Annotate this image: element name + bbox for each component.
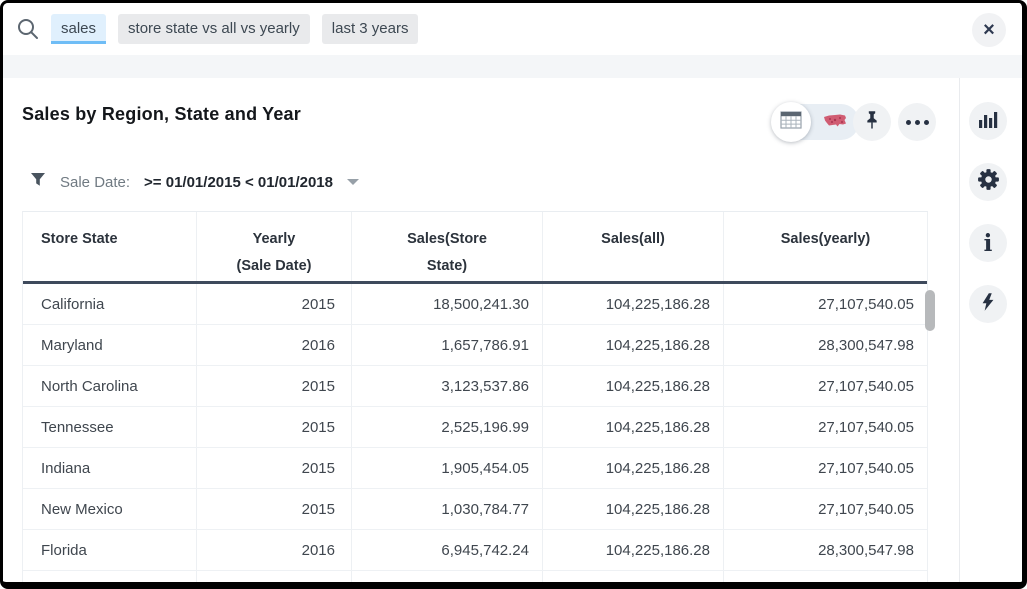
ellipsis-icon	[905, 119, 929, 125]
search-icon	[15, 16, 41, 42]
search-token-daterange[interactable]: last 3 years	[321, 14, 419, 44]
table-row-partial	[23, 571, 927, 582]
pin-button[interactable]	[853, 103, 891, 141]
settings-panel-button[interactable]	[969, 163, 1007, 201]
filter-caret-icon[interactable]	[346, 179, 359, 185]
page-title: Sales by Region, State and Year	[22, 104, 301, 124]
filter-label: Sale Date:	[60, 173, 131, 191]
search-bar[interactable]: sales store state vs all vs yearly last …	[3, 3, 1022, 55]
table-row[interactable]: New Mexico 2015 1,030,784.77 104,225,186…	[23, 489, 927, 530]
more-actions-button[interactable]	[898, 103, 936, 141]
header-divider-band	[3, 55, 1022, 78]
view-toggle[interactable]	[771, 102, 859, 142]
table-row[interactable]: California 2015 18,500,241.30 104,225,18…	[23, 284, 927, 325]
right-sidebar: i	[959, 78, 1022, 582]
pin-icon	[861, 109, 883, 136]
search-token-columns[interactable]: store state vs all vs yearly	[118, 14, 310, 44]
table-view-button[interactable]	[771, 102, 811, 142]
filter-funnel-icon	[30, 172, 46, 192]
bar-chart-icon	[976, 107, 1000, 136]
close-button[interactable]: ×	[972, 13, 1006, 47]
table-row[interactable]: Florida 2016 6,945,742.24 104,225,186.28…	[23, 530, 927, 571]
column-header-store-state[interactable]: Store State	[41, 231, 118, 247]
table-header-row: Store State Yearly (Sale Date) Sales(Stor…	[23, 212, 927, 284]
lightning-icon	[978, 291, 998, 318]
column-header-sales-store-state[interactable]: Sales(Store State)	[351, 212, 542, 281]
insights-panel-button[interactable]	[969, 285, 1007, 323]
map-view-button[interactable]	[811, 112, 859, 133]
column-header-sales-all[interactable]: Sales(all)	[542, 212, 723, 281]
table-scrollbar-thumb[interactable]	[925, 290, 935, 331]
column-header-yearly[interactable]: Yearly (Sale Date)	[196, 212, 351, 281]
table-row[interactable]: Indiana 2015 1,905,454.05 104,225,186.28…	[23, 448, 927, 489]
table-row[interactable]: Maryland 2016 1,657,786.91 104,225,186.2…	[23, 325, 927, 366]
info-panel-button[interactable]: i	[969, 224, 1007, 262]
table-row[interactable]: North Carolina 2015 3,123,537.86 104,225…	[23, 366, 927, 407]
search-token-sales[interactable]: sales	[51, 14, 107, 44]
gear-icon	[976, 167, 1001, 197]
table-view-icon	[780, 110, 802, 134]
chart-panel-button[interactable]	[969, 102, 1007, 140]
table-row[interactable]: Tennessee 2015 2,525,196.99 104,225,186.…	[23, 407, 927, 448]
usa-map-icon	[822, 112, 848, 133]
results-table: Store State Yearly (Sale Date) Sales(Stor…	[22, 211, 928, 582]
filter-bar: Sale Date: >= 01/01/2015 < 01/01/2018	[30, 172, 359, 192]
filter-value[interactable]: >= 01/01/2015 < 01/01/2018	[144, 173, 333, 191]
column-header-sales-yearly[interactable]: Sales(yearly)	[723, 212, 927, 281]
close-icon: ×	[983, 19, 995, 41]
info-icon: i	[983, 229, 993, 257]
